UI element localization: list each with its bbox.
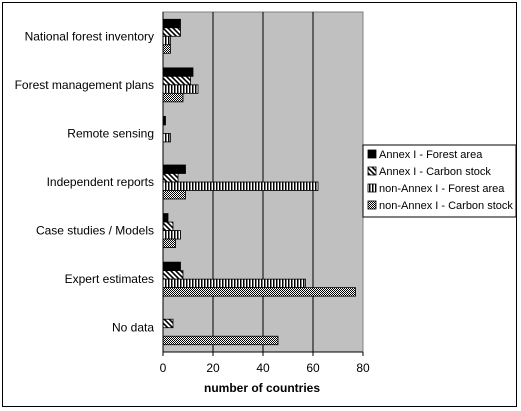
bar [162,173,179,183]
bar [162,190,186,200]
bar [162,278,306,289]
bar [162,270,184,280]
bar [162,44,171,54]
legend-label: Annex I - Forest area [379,149,483,161]
category-label: Forest management plans [15,78,154,92]
bar [162,75,191,86]
category-labels: National forest inventory Forest manageme… [15,29,155,334]
category-label: National forest inventory [25,29,154,43]
bar [162,133,171,143]
legend-label: Annex I - Carbon stock [379,166,491,178]
bar [162,18,181,29]
category-label: Remote sensing [67,126,154,140]
category-label: No data [112,321,154,335]
x-axis-label: number of countries [204,381,320,395]
bar [162,164,186,174]
bar [162,67,194,77]
bars [162,18,356,346]
bar [162,92,184,103]
bar [162,84,199,94]
x-tick-label: 20 [206,361,220,375]
legend: Annex I - Forest area Annex I - Carbon st… [362,144,517,218]
bar [162,27,181,37]
bar [162,318,174,329]
bar [162,238,176,248]
x-axis-ticks: 0 20 40 60 80 [160,352,370,375]
legend-swatch [367,200,377,210]
bar [162,287,356,297]
x-tick-label: 0 [160,361,167,375]
legend-label: non-Annex I - Carbon stock [379,200,513,212]
category-label: Independent reports [47,175,154,189]
bar [162,230,181,240]
bar [162,35,171,46]
category-label: Expert estimates [65,272,154,286]
x-tick-label: 80 [356,361,370,375]
x-tick-label: 60 [306,361,320,375]
bar [162,335,279,346]
legend-swatch [367,166,377,176]
category-label: Case studies / Models [36,224,154,238]
bar [162,221,174,231]
bar [162,261,181,272]
legend-swatch [367,183,377,193]
legend-box [362,144,517,218]
bar [162,181,319,191]
legend-label: non-Annex I - Forest area [379,183,505,195]
x-tick-label: 40 [256,361,270,375]
legend-swatch [367,149,377,159]
bar [162,213,169,223]
